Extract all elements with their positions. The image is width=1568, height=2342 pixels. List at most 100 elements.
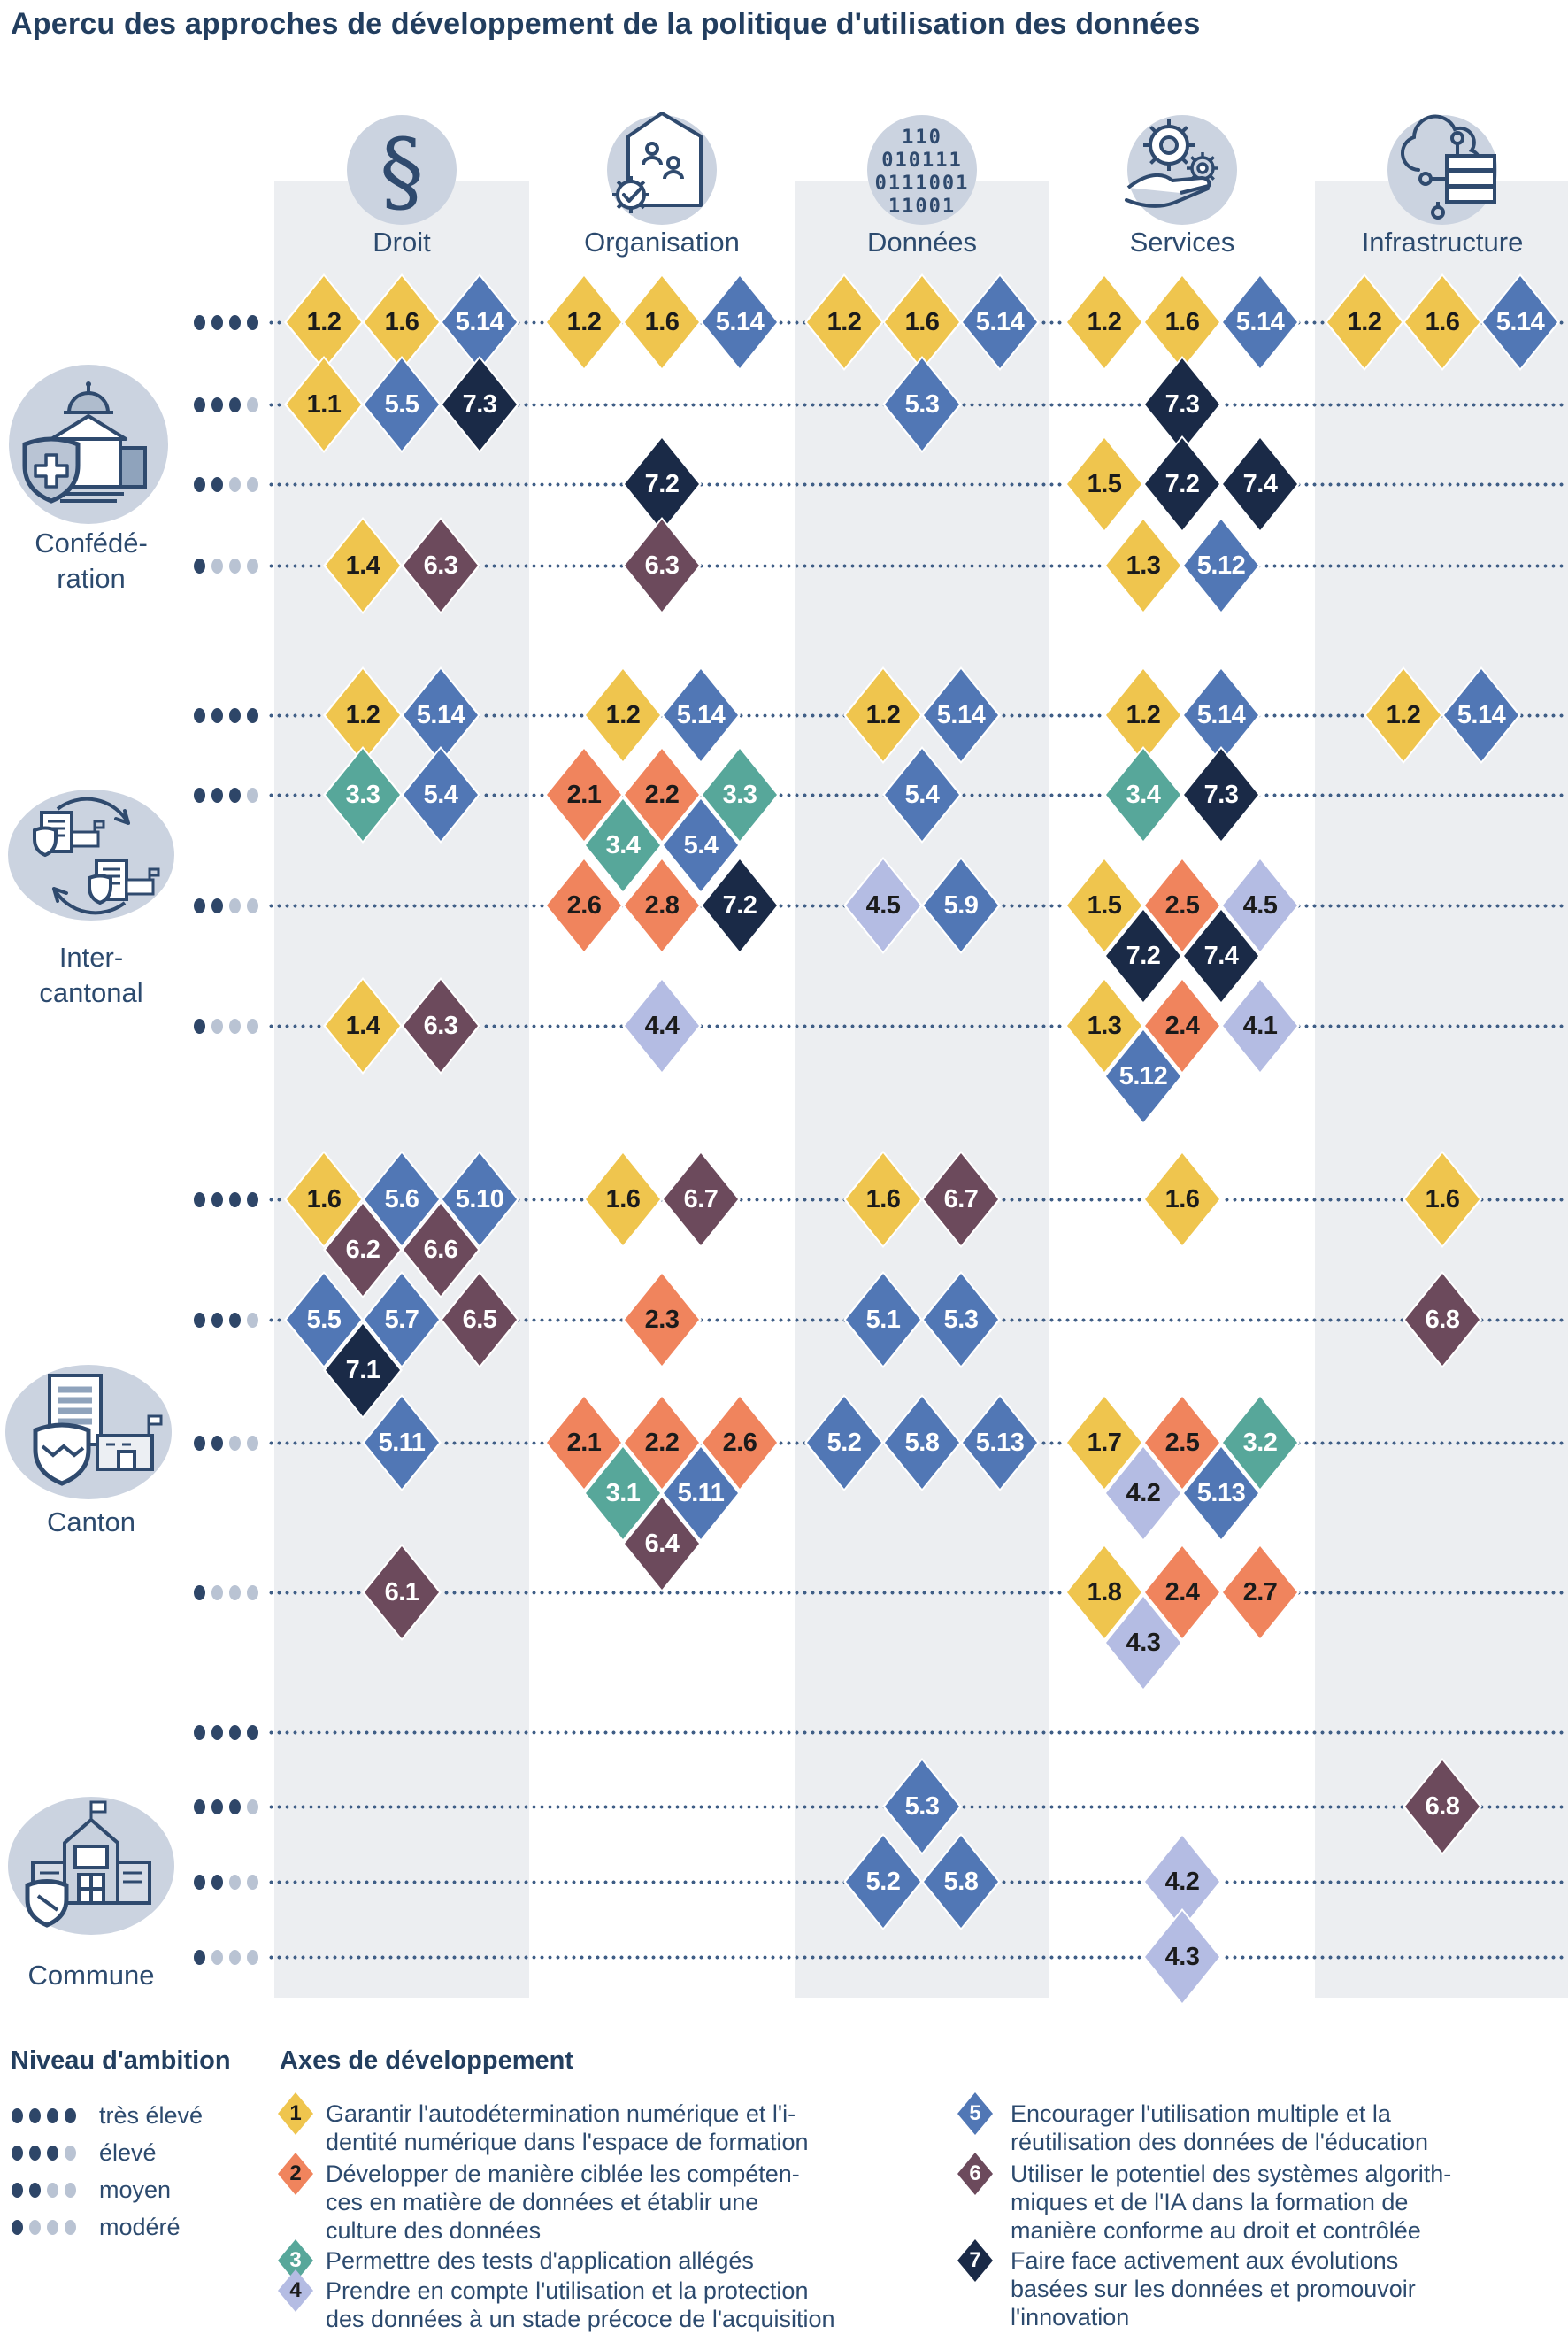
ambition-row-line <box>267 482 1564 487</box>
page-title: Apercu des approches de développement de… <box>11 7 1201 41</box>
legend-ambition-dot <box>28 2107 41 2123</box>
ambition-level-dot <box>246 898 258 913</box>
ambition-level-dot <box>193 1191 205 1207</box>
ambition-level-dot <box>211 1799 223 1814</box>
legend-axis-text: Garantir l'autodétermination numérique e… <box>326 2100 809 2155</box>
organisation-house-icon <box>596 99 728 245</box>
binary-data-icon: 110 010111 0111001 11001 <box>856 99 988 245</box>
ambition-level-dot <box>211 898 223 913</box>
measure-diamond-value: 5.14 <box>703 276 777 368</box>
ambition-level-dot <box>228 476 241 492</box>
ambition-level-dot <box>228 1724 241 1740</box>
ambition-level-dot <box>246 476 258 492</box>
column-label-organisation: Organisation <box>584 227 740 258</box>
ambition-level-dot <box>228 314 241 330</box>
ambition-level-dot <box>211 476 223 492</box>
ambition-level-dot <box>193 1312 205 1328</box>
ambition-level-dot <box>193 1799 205 1814</box>
measure-diamond: 2.7 <box>1220 1544 1300 1641</box>
measure-diamond: 1.6 <box>622 273 702 371</box>
measure-diamond-value: 2.7 <box>1223 1546 1297 1638</box>
svg-text:11001: 11001 <box>888 196 956 218</box>
exchange-documents-icon <box>3 779 180 943</box>
legend-ambition-dot <box>11 2182 23 2198</box>
ambition-level-dot <box>246 1799 258 1814</box>
measure-diamond: 7.2 <box>1142 435 1222 533</box>
legend-ambition-dot <box>64 2145 76 2161</box>
legend-axis-diamond: 6 <box>957 2153 993 2195</box>
ambition-level-dot <box>228 707 241 723</box>
measure-diamond: 6.3 <box>622 517 702 614</box>
ambition-level-dot <box>193 397 205 412</box>
legend-axis-text: Faire face activement aux évolutions basé… <box>1011 2247 1416 2330</box>
ambition-level-dot <box>246 1312 258 1328</box>
measure-diamond-value: 6.7 <box>664 1153 738 1245</box>
ambition-level-dot <box>193 707 205 723</box>
legend-ambition-dot <box>46 2107 58 2123</box>
ambition-row-line <box>267 1024 1564 1028</box>
svg-text:0111001: 0111001 <box>875 173 970 195</box>
school-building-icon <box>3 1781 180 1953</box>
cloud-server-icon <box>1376 99 1509 245</box>
ambition-level-dot <box>228 898 241 913</box>
legend-ambition-label: modéré <box>99 2214 181 2240</box>
measure-diamond: 7.4 <box>1220 435 1300 533</box>
legend-ambition-label: élevé <box>99 2139 157 2166</box>
column-label-donnees: Données <box>866 227 978 258</box>
row-group-label-intercantonal: Inter-cantonal <box>39 942 143 1008</box>
ambition-level-dot <box>211 1874 223 1890</box>
legend-ambition-dot <box>46 2182 58 2198</box>
ambition-level-dot <box>211 397 223 412</box>
legend-axis-diamond: 2 <box>278 2153 313 2195</box>
legend-ambition-dot <box>28 2145 41 2161</box>
legend-axis-text: Permettre des tests d'application allégé… <box>326 2247 754 2274</box>
measure-diamond-value: 5.14 <box>1223 276 1297 368</box>
measure-diamond-value: 1.3 <box>1106 520 1180 612</box>
legend-ambition-dot <box>64 2182 76 2198</box>
measure-diamond: 7.3 <box>1181 746 1261 844</box>
measure-diamond: 5.12 <box>1181 517 1261 614</box>
ambition-level-dot <box>246 314 258 330</box>
ambition-level-dot <box>193 1949 205 1965</box>
row-group-label-confederation: Confédé-ration <box>35 528 148 594</box>
column-label-droit: Droit <box>373 227 431 258</box>
ambition-level-dot <box>193 787 205 803</box>
ambition-level-dot <box>246 707 258 723</box>
ambition-level-dot <box>228 558 241 574</box>
ambition-level-dot <box>228 1949 241 1965</box>
ambition-row-line <box>267 1591 1564 1595</box>
legend-axis-text: Utiliser le potentiel des systèmes algor… <box>1011 2161 1452 2244</box>
ambition-level-dot <box>193 1874 205 1890</box>
legend-ambition-dot <box>46 2219 58 2235</box>
row-group-label-commune: Commune <box>27 1960 155 1991</box>
legend-axes-heading: Axes de développement <box>280 2046 573 2075</box>
ambition-level-dot <box>193 476 205 492</box>
measure-diamond-value: 1.2 <box>586 669 660 761</box>
measure-diamond-value: 3.4 <box>1106 749 1180 841</box>
svg-text:010111: 010111 <box>881 150 962 172</box>
ambition-level-dot <box>211 1312 223 1328</box>
measure-diamond-value: 4.4 <box>625 980 699 1072</box>
ambition-level-dot <box>228 787 241 803</box>
legend-axis-diamond: 4 <box>278 2269 313 2312</box>
ambition-level-dot <box>211 1724 223 1740</box>
ambition-row-line <box>267 564 1564 568</box>
legend-axis-text: Développer de manière ciblée les compéte… <box>326 2161 800 2244</box>
ambition-level-dot <box>193 898 205 913</box>
ambition-level-dot <box>228 1435 241 1451</box>
measure-diamond-value: 4.3 <box>1145 1911 1219 2003</box>
ambition-level-dot <box>228 1312 241 1328</box>
ambition-level-dot <box>246 1949 258 1965</box>
measure-diamond: 1.2 <box>1065 273 1144 371</box>
legend-ambition-label: très élevé <box>99 2102 204 2129</box>
column-label-services: Services <box>1129 227 1235 258</box>
measure-diamond: 1.6 <box>1142 1151 1222 1248</box>
ambition-level-dot <box>193 1584 205 1600</box>
measure-diamond: 4.4 <box>622 977 702 1075</box>
ambition-level-dot <box>193 314 205 330</box>
ambition-level-dot <box>246 397 258 412</box>
column-label-infrastructure: Infrastructure <box>1361 227 1524 258</box>
measure-diamond: 1.6 <box>583 1151 663 1248</box>
ambition-level-dot <box>211 787 223 803</box>
measure-diamond: 2.3 <box>622 1271 702 1368</box>
